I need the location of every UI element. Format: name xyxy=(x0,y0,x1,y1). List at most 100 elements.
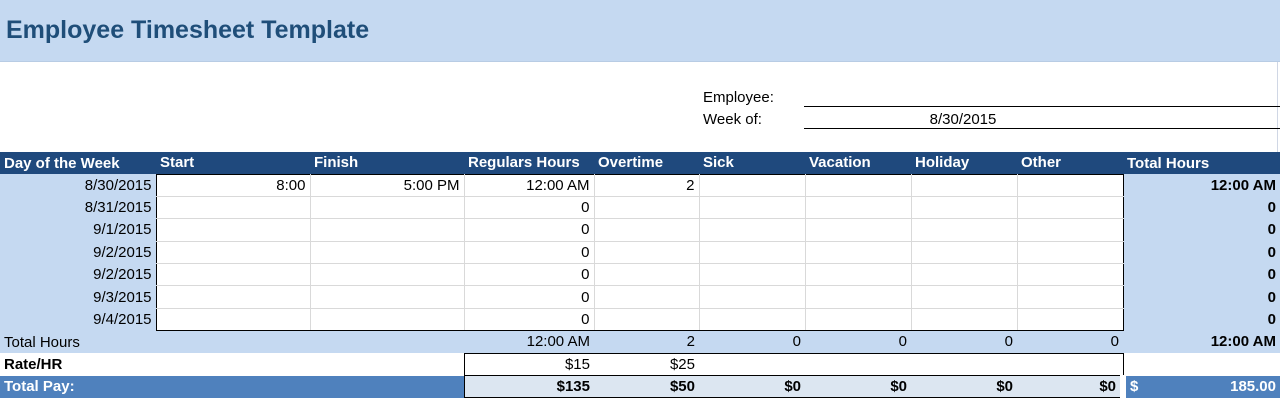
title-bar: Employee Timesheet Template xyxy=(0,0,1280,62)
overtime-cell[interactable] xyxy=(593,285,700,309)
start-cell[interactable] xyxy=(155,285,311,309)
start-cell[interactable] xyxy=(155,263,311,287)
total-overtime-cell: 2 xyxy=(594,330,699,354)
rate-holiday-cell[interactable] xyxy=(911,352,1017,376)
rate-row: Rate/HR $15 $25 xyxy=(0,352,1280,376)
week-field[interactable]: 8/30/2015 xyxy=(929,111,997,128)
holiday-cell[interactable] xyxy=(910,263,1018,287)
table-row: 9/3/2015 0 0 xyxy=(0,285,1280,309)
rate-sick-cell[interactable] xyxy=(699,352,805,376)
other-cell[interactable] xyxy=(1016,218,1124,242)
finish-cell[interactable] xyxy=(309,218,465,242)
day-cell: 9/4/2015 xyxy=(0,308,156,331)
finish-cell[interactable] xyxy=(309,307,465,332)
grand-total-hours-cell: 12:00 AM xyxy=(1123,330,1280,354)
rate-overtime-cell[interactable]: $25 xyxy=(594,352,699,376)
regular-cell[interactable]: 0 xyxy=(463,218,595,242)
row-total-cell: 0 xyxy=(1123,241,1280,264)
currency-symbol: $ xyxy=(1130,378,1139,396)
regular-cell[interactable]: 0 xyxy=(463,285,595,309)
holiday-cell[interactable] xyxy=(910,307,1018,332)
column-header: Start xyxy=(156,152,310,174)
total-pay-row: Total Pay: $135 $50 $0 $0 $0 $0 $185.00 xyxy=(0,375,1280,399)
overtime-cell[interactable] xyxy=(593,263,700,287)
overtime-cell[interactable] xyxy=(593,307,700,332)
regular-cell[interactable]: 12:00 AM xyxy=(463,173,595,197)
start-cell[interactable] xyxy=(155,218,311,242)
total-holiday-cell: 0 xyxy=(911,330,1017,354)
start-cell[interactable]: 8:00 xyxy=(155,173,311,197)
pay-other-cell: $0 xyxy=(1017,375,1124,399)
vacation-cell[interactable] xyxy=(804,173,912,197)
row-total-cell: 12:00 AM xyxy=(1123,174,1280,197)
sick-cell[interactable] xyxy=(698,240,806,265)
regular-cell[interactable]: 0 xyxy=(463,307,595,332)
total-hours-label: Total Hours xyxy=(0,330,464,354)
week-label: Week of: xyxy=(703,111,762,128)
overtime-cell[interactable]: 2 xyxy=(593,173,700,197)
sick-cell[interactable] xyxy=(698,285,806,309)
regular-cell[interactable]: 0 xyxy=(463,195,595,220)
other-cell[interactable] xyxy=(1016,240,1124,265)
finish-cell[interactable] xyxy=(309,240,465,265)
finish-cell[interactable]: 5:00 PM xyxy=(309,173,465,197)
vacation-cell[interactable] xyxy=(804,307,912,332)
pay-holiday-cell: $0 xyxy=(911,375,1017,399)
start-cell[interactable] xyxy=(155,195,311,220)
sick-cell[interactable] xyxy=(698,263,806,287)
vacation-cell[interactable] xyxy=(804,218,912,242)
sick-cell[interactable] xyxy=(698,307,806,332)
total-regular-cell: 12:00 AM xyxy=(464,330,594,354)
rate-other-cell[interactable] xyxy=(1017,352,1124,376)
pay-sick-cell: $0 xyxy=(699,375,805,399)
other-cell[interactable] xyxy=(1016,307,1124,332)
vacation-cell[interactable] xyxy=(804,285,912,309)
sick-cell[interactable] xyxy=(698,195,806,220)
employee-label: Employee: xyxy=(703,89,774,106)
column-header: Regulars Hours xyxy=(464,152,594,174)
vacation-cell[interactable] xyxy=(804,195,912,220)
pay-overtime-cell: $50 xyxy=(594,375,699,399)
holiday-cell[interactable] xyxy=(910,195,1018,220)
holiday-cell[interactable] xyxy=(910,285,1018,309)
table-row: 8/31/2015 0 0 xyxy=(0,195,1280,220)
finish-cell[interactable] xyxy=(309,263,465,287)
regular-cell[interactable]: 0 xyxy=(463,240,595,265)
other-cell[interactable] xyxy=(1016,195,1124,220)
start-cell[interactable] xyxy=(155,240,311,265)
overtime-cell[interactable] xyxy=(593,195,700,220)
finish-cell[interactable] xyxy=(309,195,465,220)
other-cell[interactable] xyxy=(1016,173,1124,197)
column-header: Overtime xyxy=(594,152,699,174)
table-row: 8/30/2015 8:00 5:00 PM 12:00 AM 2 12:00 AM xyxy=(0,173,1280,197)
total-vacation-cell: 0 xyxy=(805,330,911,354)
header-row: Day of the Week Start Finish Regulars Hours… xyxy=(0,152,1280,174)
regular-cell[interactable]: 0 xyxy=(463,263,595,287)
column-header: Total Hours xyxy=(1123,152,1280,174)
overtime-cell[interactable] xyxy=(593,218,700,242)
total-hours-row: Total Hours 12:00 AM 2 0 0 0 0 12:00 AM xyxy=(0,330,1280,354)
sick-cell[interactable] xyxy=(698,173,806,197)
other-cell[interactable] xyxy=(1016,263,1124,287)
day-cell: 8/30/2015 xyxy=(0,174,156,197)
vacation-cell[interactable] xyxy=(804,263,912,287)
rate-regular-cell[interactable]: $15 xyxy=(463,352,594,376)
vacation-cell[interactable] xyxy=(804,240,912,265)
holiday-cell[interactable] xyxy=(910,240,1018,265)
employee-underline xyxy=(804,106,1280,107)
other-cell[interactable] xyxy=(1016,285,1124,309)
column-header: Other xyxy=(1017,152,1123,174)
total-other-cell: 0 xyxy=(1017,330,1123,354)
holiday-cell[interactable] xyxy=(910,218,1018,242)
day-cell: 9/1/2015 xyxy=(0,218,156,242)
day-cell: 8/31/2015 xyxy=(0,196,156,219)
table-row: 9/1/2015 0 0 xyxy=(0,218,1280,242)
holiday-cell[interactable] xyxy=(910,173,1018,197)
row-total-cell: 0 xyxy=(1123,196,1280,219)
finish-cell[interactable] xyxy=(309,285,465,309)
sick-cell[interactable] xyxy=(698,218,806,242)
pay-regular-cell: $135 xyxy=(463,375,594,399)
rate-vacation-cell[interactable] xyxy=(805,352,911,376)
start-cell[interactable] xyxy=(155,307,311,332)
overtime-cell[interactable] xyxy=(593,240,700,265)
